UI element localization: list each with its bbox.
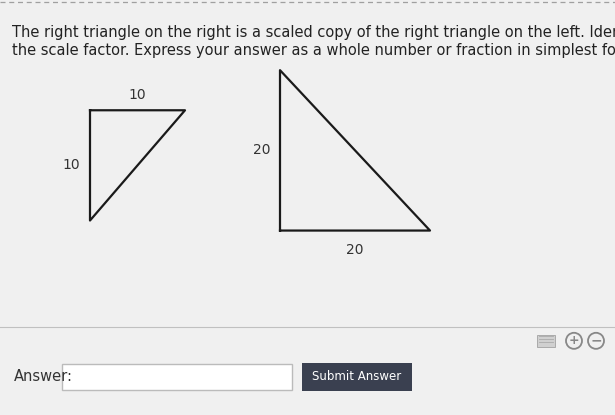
Text: the scale factor. Express your answer as a whole number or fraction in simplest : the scale factor. Express your answer as… (12, 43, 615, 58)
Text: 20: 20 (346, 243, 363, 256)
Text: +: + (569, 334, 579, 347)
FancyBboxPatch shape (62, 364, 292, 390)
Text: 10: 10 (129, 88, 146, 102)
FancyBboxPatch shape (537, 335, 555, 347)
FancyBboxPatch shape (302, 363, 412, 391)
Text: −: − (590, 334, 602, 348)
Text: Submit Answer: Submit Answer (312, 371, 402, 383)
Text: 20: 20 (253, 143, 270, 157)
Text: The right triangle on the right is a scaled copy of the right triangle on the le: The right triangle on the right is a sca… (12, 25, 615, 40)
Text: Answer:: Answer: (14, 369, 73, 384)
Text: 10: 10 (62, 159, 80, 172)
